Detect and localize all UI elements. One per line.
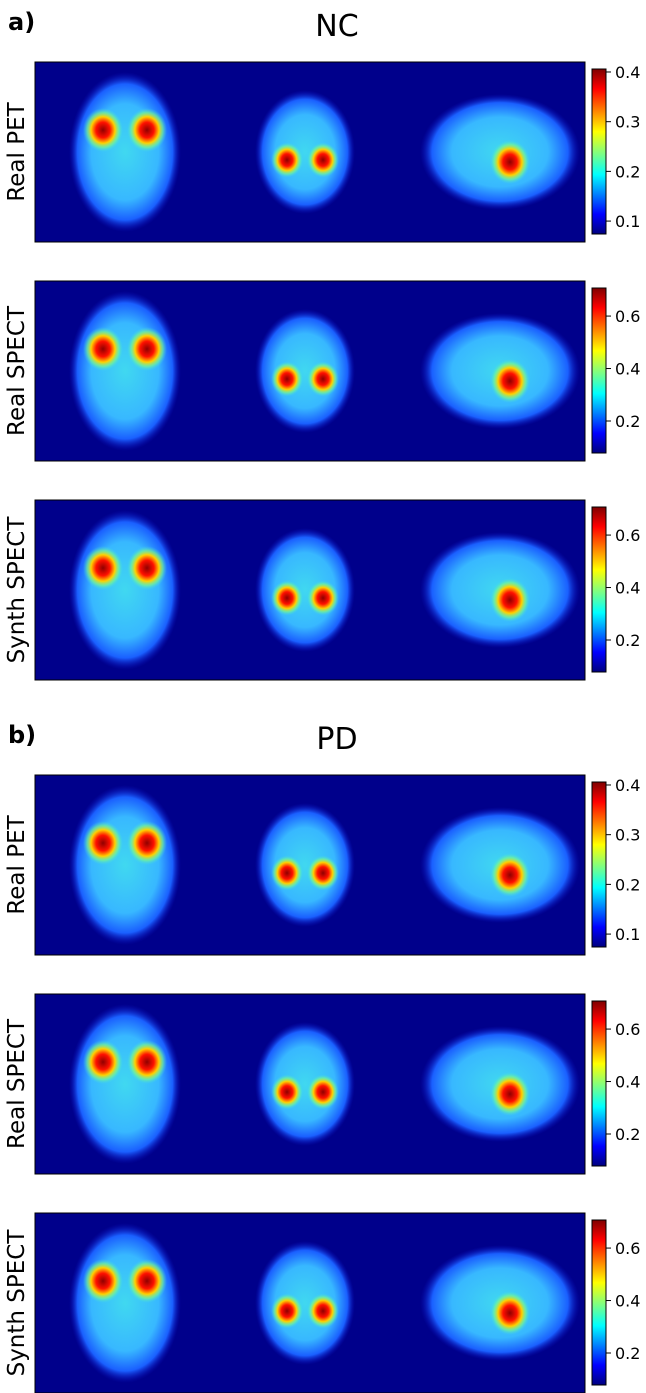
brain-slice	[255, 1241, 355, 1365]
striatum-uptake	[271, 361, 303, 397]
striatum-uptake	[127, 821, 167, 865]
striatum-uptake	[490, 140, 530, 184]
striatum-uptake	[271, 855, 303, 891]
striatum-uptake	[271, 580, 303, 616]
colorbar-tick-label: 0.1	[615, 212, 640, 231]
colorbar-tick-label: 0.6	[615, 526, 640, 545]
panel-title: PD	[316, 722, 357, 757]
colorbar	[591, 68, 607, 235]
panel-label: a)	[8, 8, 35, 36]
brain-slice	[255, 309, 355, 433]
row-label: Real SPECT	[4, 1018, 30, 1149]
brain-slice	[69, 291, 181, 451]
colorbar-tick-label: 0.2	[615, 162, 640, 181]
striatum-uptake	[307, 361, 339, 397]
colorbar	[591, 781, 607, 948]
striatum-uptake	[307, 1074, 339, 1110]
brain-slice	[255, 528, 355, 652]
colorbar-tick-label: 0.2	[615, 1125, 640, 1144]
colorbar-tick-label: 0.2	[615, 631, 640, 650]
colorbar-tick-label: 0.2	[615, 1344, 640, 1363]
row-label: Real PET	[4, 814, 30, 914]
colorbar-tick-label: 0.4	[615, 63, 640, 82]
striatum-uptake	[127, 546, 167, 590]
brain-slice	[255, 803, 355, 927]
brain-slice	[255, 90, 355, 214]
row-label: Real PET	[4, 101, 30, 201]
striatum-uptake	[307, 142, 339, 178]
colorbar-tick-label: 0.3	[615, 826, 640, 845]
striatum-uptake	[83, 1040, 123, 1084]
striatum-uptake	[307, 855, 339, 891]
colorbar-tick-label: 0.3	[615, 113, 640, 132]
colorbar-tick-label: 0.6	[615, 1239, 640, 1258]
striatum-uptake	[490, 578, 530, 622]
striatum-uptake	[271, 1074, 303, 1110]
colorbar	[591, 506, 607, 673]
striatum-uptake	[127, 327, 167, 371]
colorbar-tick-label: 0.4	[615, 1292, 640, 1311]
brain-slice	[69, 1223, 181, 1383]
striatum-uptake	[83, 327, 123, 371]
striatum-uptake	[307, 580, 339, 616]
row-label: Synth SPECT	[4, 1229, 30, 1377]
colorbar-tick-label: 0.1	[615, 925, 640, 944]
striatum-uptake	[271, 1293, 303, 1329]
striatum-uptake	[490, 1291, 530, 1335]
brain-slice	[69, 72, 181, 232]
panel-label: b)	[8, 721, 36, 749]
striatum-uptake	[83, 546, 123, 590]
striatum-uptake	[490, 359, 530, 403]
striatum-uptake	[127, 1040, 167, 1084]
colorbar	[591, 287, 607, 454]
colorbar-tick-label: 0.6	[615, 307, 640, 326]
striatum-uptake	[83, 821, 123, 865]
striatum-uptake	[307, 1293, 339, 1329]
striatum-uptake	[127, 108, 167, 152]
colorbar-tick-label: 0.2	[615, 412, 640, 431]
panel-title: NC	[315, 9, 358, 44]
colorbar-tick-label: 0.6	[615, 1020, 640, 1039]
row-label: Real SPECT	[4, 305, 30, 436]
row-label: Synth SPECT	[4, 516, 30, 664]
colorbar-tick-label: 0.2	[615, 875, 640, 894]
colorbar-tick-label: 0.4	[615, 579, 640, 598]
striatum-uptake	[271, 142, 303, 178]
striatum-uptake	[127, 1259, 167, 1303]
colorbar-tick-label: 0.4	[615, 360, 640, 379]
colorbar	[591, 1219, 607, 1386]
striatum-uptake	[83, 108, 123, 152]
brain-slice	[69, 510, 181, 670]
brain-slice	[255, 1022, 355, 1146]
striatum-uptake	[83, 1259, 123, 1303]
colorbar-tick-label: 0.4	[615, 1073, 640, 1092]
striatum-uptake	[490, 853, 530, 897]
colorbar-tick-label: 0.4	[615, 776, 640, 795]
striatum-uptake	[490, 1072, 530, 1116]
colorbar	[591, 1000, 607, 1167]
brain-slice	[69, 1004, 181, 1164]
brain-slice	[69, 785, 181, 945]
